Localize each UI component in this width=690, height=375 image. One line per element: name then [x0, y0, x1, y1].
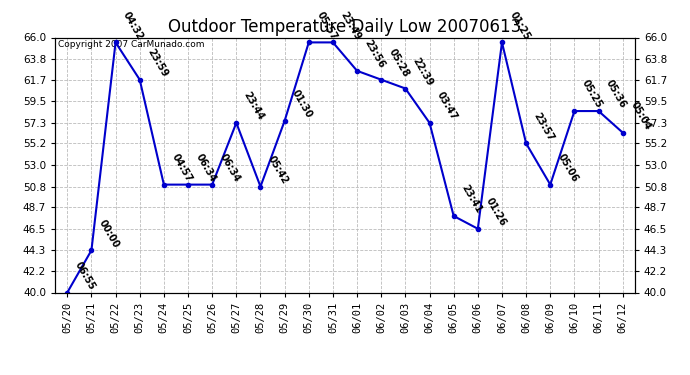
Title: Outdoor Temperature Daily Low 20070613: Outdoor Temperature Daily Low 20070613 — [168, 18, 522, 36]
Text: 06:34: 06:34 — [194, 152, 218, 184]
Text: 00:00: 00:00 — [97, 218, 121, 249]
Text: 05:28: 05:28 — [387, 47, 411, 79]
Text: 05:57: 05:57 — [315, 10, 339, 42]
Text: 05:42: 05:42 — [266, 154, 290, 186]
Text: 22:39: 22:39 — [411, 56, 435, 88]
Text: 04:57: 04:57 — [170, 152, 194, 184]
Text: 23:57: 23:57 — [532, 111, 556, 142]
Text: 23:41: 23:41 — [460, 183, 484, 215]
Text: 05:36: 05:36 — [604, 78, 629, 110]
Text: 06:34: 06:34 — [218, 152, 242, 184]
Text: 23:44: 23:44 — [242, 90, 266, 122]
Text: 23:49: 23:49 — [339, 10, 363, 42]
Text: 04:32: 04:32 — [121, 10, 146, 42]
Text: 01:30: 01:30 — [290, 88, 315, 120]
Text: 01:26: 01:26 — [484, 196, 508, 228]
Text: 03:47: 03:47 — [435, 90, 460, 122]
Text: 05:04: 05:04 — [629, 100, 653, 132]
Text: 01:25: 01:25 — [508, 10, 532, 42]
Text: 06:55: 06:55 — [73, 260, 97, 292]
Text: 23:59: 23:59 — [146, 47, 170, 79]
Text: Copyright 2007 CarMunado.com: Copyright 2007 CarMunado.com — [58, 40, 205, 49]
Text: 23:56: 23:56 — [363, 38, 387, 70]
Text: 05:25: 05:25 — [580, 78, 604, 110]
Text: 05:06: 05:06 — [556, 152, 580, 184]
